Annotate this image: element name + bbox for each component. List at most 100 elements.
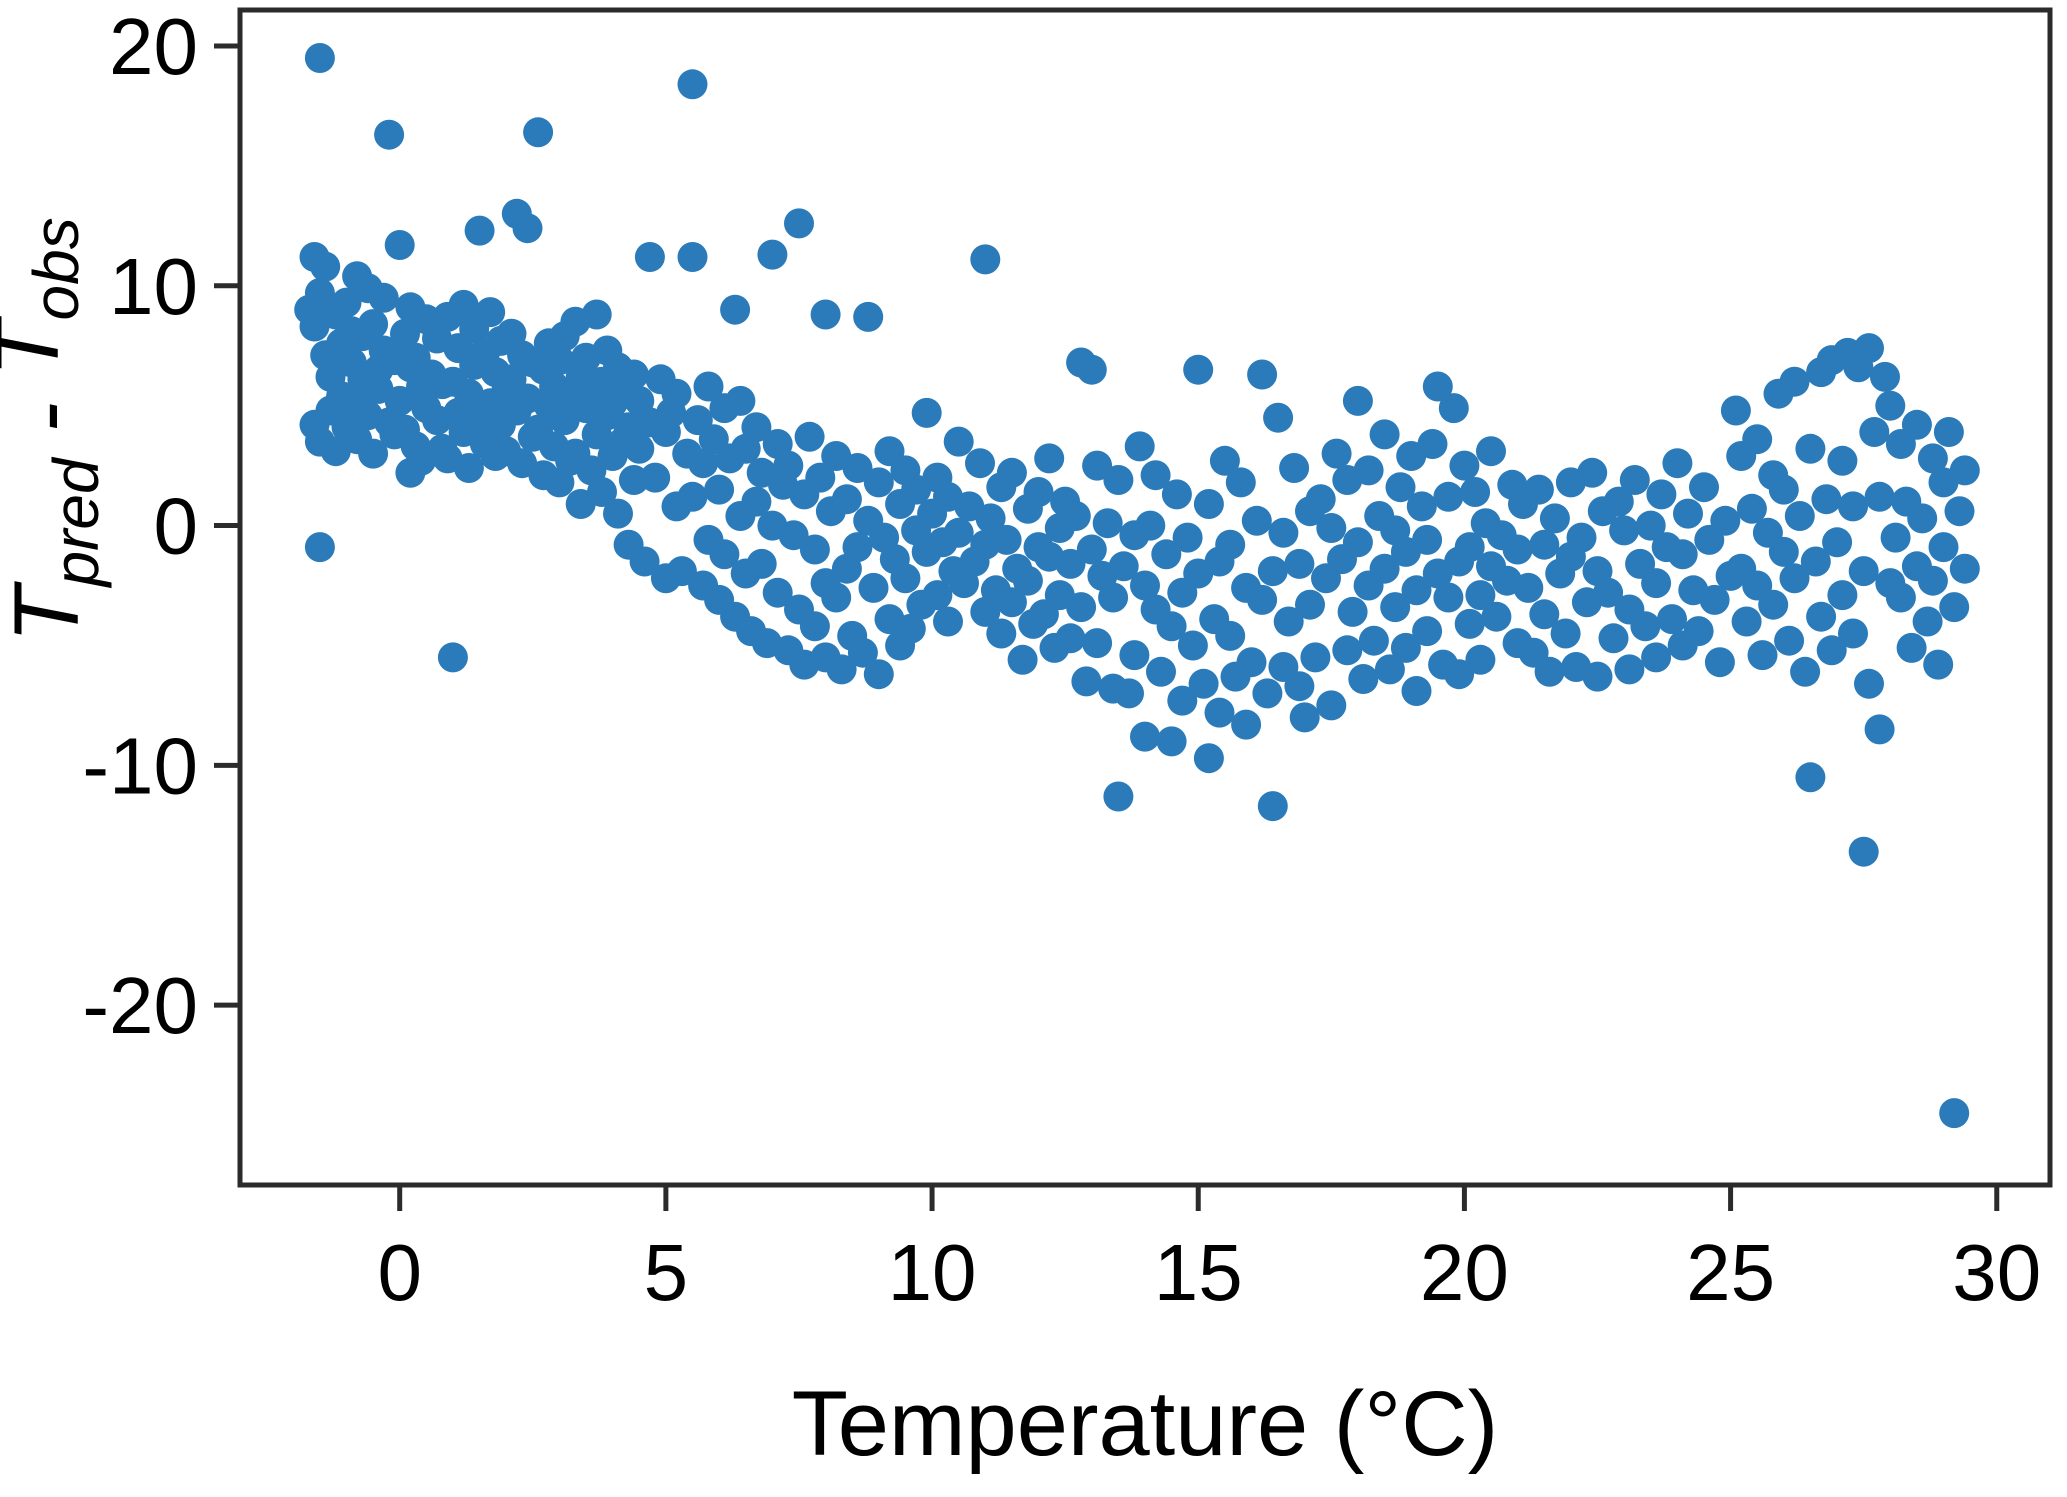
data-point bbox=[1923, 649, 1954, 680]
data-point bbox=[1247, 359, 1278, 390]
data-point bbox=[1822, 527, 1853, 558]
data-point bbox=[523, 117, 554, 148]
data-point bbox=[453, 453, 484, 483]
data-point bbox=[1076, 354, 1107, 385]
data-point bbox=[1747, 640, 1778, 671]
data-point bbox=[1215, 529, 1246, 560]
data-point bbox=[1225, 467, 1256, 498]
data-point bbox=[1838, 491, 1868, 522]
data-point bbox=[640, 462, 671, 493]
data-point bbox=[922, 580, 953, 611]
data-point bbox=[965, 448, 995, 479]
data-point bbox=[1476, 436, 1506, 467]
data-point bbox=[1257, 556, 1288, 587]
data-point bbox=[1864, 481, 1895, 512]
data-point bbox=[1401, 575, 1432, 606]
data-point bbox=[1577, 457, 1608, 488]
data-point bbox=[895, 613, 926, 644]
data-point bbox=[331, 287, 362, 318]
y-label-text: - bbox=[0, 377, 98, 459]
y-axis: -20 -10 0 10 20 bbox=[82, 2, 240, 1050]
data-point bbox=[1854, 333, 1884, 364]
data-point bbox=[1385, 472, 1416, 503]
data-point bbox=[1657, 604, 1687, 635]
data-point bbox=[1066, 592, 1097, 623]
data-point bbox=[943, 517, 974, 548]
data-point bbox=[1460, 477, 1491, 507]
data-point bbox=[1374, 654, 1405, 685]
data-point bbox=[720, 294, 751, 325]
data-point bbox=[1156, 611, 1187, 642]
data-point bbox=[1348, 664, 1379, 694]
data-point bbox=[1124, 431, 1155, 462]
data-point bbox=[1422, 371, 1453, 402]
data-point bbox=[1161, 479, 1192, 510]
data-point bbox=[629, 546, 660, 577]
data-point bbox=[1172, 522, 1203, 553]
y-tick-label: 10 bbox=[109, 242, 198, 331]
data-point bbox=[1912, 606, 1943, 637]
data-point bbox=[970, 244, 1001, 275]
data-point bbox=[1300, 642, 1331, 673]
data-point bbox=[1380, 592, 1411, 623]
data-point bbox=[1231, 709, 1262, 740]
data-point bbox=[1917, 443, 1948, 474]
data-point bbox=[1055, 548, 1086, 579]
data-point bbox=[1529, 529, 1560, 560]
data-point bbox=[1082, 628, 1113, 659]
data-point bbox=[1342, 385, 1373, 416]
data-point bbox=[1252, 678, 1283, 709]
data-point bbox=[1742, 424, 1773, 455]
data-point bbox=[1353, 455, 1384, 486]
data-point bbox=[368, 282, 399, 313]
data-point bbox=[805, 462, 836, 493]
data-point bbox=[1188, 668, 1219, 699]
data-point bbox=[448, 289, 479, 320]
data-point bbox=[1183, 354, 1214, 385]
data-point bbox=[741, 412, 772, 443]
data-point bbox=[996, 587, 1027, 618]
data-point bbox=[1135, 510, 1166, 541]
data-point bbox=[1193, 743, 1224, 774]
data-point bbox=[1949, 455, 1980, 486]
data-point bbox=[1433, 582, 1464, 613]
data-point bbox=[1108, 551, 1139, 582]
y-label-subscript: obs bbox=[20, 217, 92, 320]
x-tick-label: 20 bbox=[1420, 1228, 1509, 1317]
data-point bbox=[1944, 496, 1975, 527]
data-point bbox=[799, 534, 830, 565]
data-point bbox=[1673, 498, 1703, 529]
data-point bbox=[933, 606, 963, 637]
data-point bbox=[1736, 493, 1767, 524]
data-point bbox=[1273, 606, 1304, 637]
data-point bbox=[1907, 503, 1938, 534]
data-point bbox=[1082, 450, 1113, 481]
data-point bbox=[1215, 620, 1246, 651]
data-point bbox=[677, 69, 708, 100]
x-tick-label: 30 bbox=[1952, 1228, 2041, 1317]
data-point bbox=[1060, 501, 1091, 531]
data-point bbox=[1827, 580, 1858, 611]
data-point bbox=[794, 421, 825, 452]
data-point bbox=[773, 450, 804, 481]
data-point bbox=[853, 301, 884, 332]
data-point bbox=[799, 611, 830, 642]
data-point bbox=[1156, 726, 1187, 757]
data-point bbox=[1784, 501, 1815, 531]
data-point bbox=[725, 385, 756, 416]
data-point bbox=[1502, 534, 1533, 565]
data-point bbox=[342, 261, 373, 292]
data-point bbox=[757, 239, 788, 270]
data-point bbox=[1098, 582, 1129, 613]
data-point bbox=[1710, 505, 1741, 536]
data-point bbox=[778, 520, 809, 551]
data-point bbox=[1683, 616, 1714, 647]
data-point bbox=[1465, 644, 1496, 675]
data-point bbox=[1284, 548, 1315, 579]
data-point bbox=[1795, 433, 1826, 464]
data-point bbox=[1337, 596, 1368, 627]
data-point bbox=[1012, 565, 1043, 596]
data-point bbox=[1279, 453, 1310, 483]
x-axis-label: Temperature (°C) bbox=[792, 1373, 1499, 1475]
